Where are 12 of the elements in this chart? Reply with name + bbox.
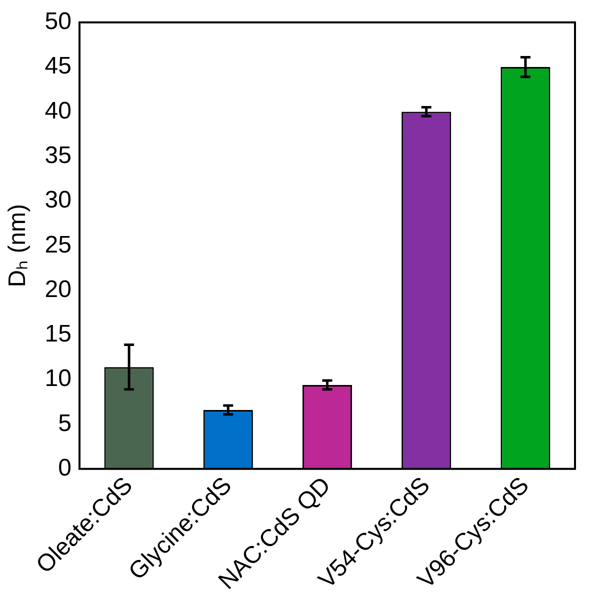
y-tick-label: 15	[44, 320, 72, 348]
y-tick-label: 25	[44, 231, 72, 258]
y-tick-label: 30	[44, 186, 72, 214]
y-tick-label: 5	[58, 410, 72, 437]
y-axis-title: Dₕ (nm)	[4, 204, 32, 288]
y-tick-label: 45	[44, 52, 72, 80]
y-tick-label: 40	[44, 97, 72, 124]
y-tick-label: 50	[44, 8, 72, 36]
y-tick-label: 10	[44, 365, 72, 392]
y-tick-label: 35	[44, 142, 72, 169]
y-tick-label: 20	[44, 276, 72, 303]
y-tick-label: 0	[58, 454, 72, 482]
